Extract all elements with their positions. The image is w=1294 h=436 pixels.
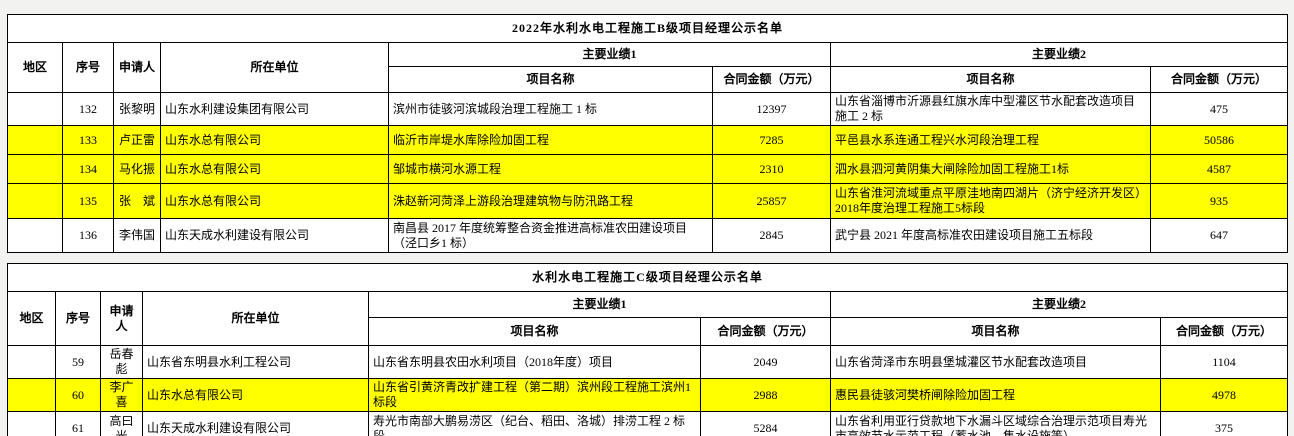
cell-project1: 临沂市岸堤水库除险加固工程 [388, 125, 713, 155]
cell-unit: 山东天成水利建设有限公司 [142, 411, 369, 436]
col-header-project1: 项目名称 [368, 317, 701, 346]
table-b-level: 2022年水利水电工程施工B级项目经理公示名单 地区 序号 申请人 所在单位 主… [7, 14, 1288, 253]
col-header-unit: 所在单位 [142, 291, 369, 346]
cell-amount2: 1104 [1160, 345, 1288, 379]
cell-no: 135 [62, 183, 114, 219]
cell-project1: 邹城市横河水源工程 [388, 154, 713, 184]
cell-project1: 滨州市徒骇河滨城段治理工程施工 1 标 [388, 92, 713, 126]
cell-project2: 山东省利用亚行贷款地下水漏斗区域综合治理示范项目寿光市高效节水示范工程（蓄水池、… [830, 411, 1161, 436]
cell-project2: 平邑县水系连通工程兴水河段治理工程 [830, 125, 1151, 155]
cell-no: 134 [62, 154, 114, 184]
cell-no: 136 [62, 218, 114, 253]
cell-unit: 山东水利建设集团有限公司 [160, 92, 389, 126]
cell-project2: 山东省淄博市沂源县红旗水库中型灌区节水配套改造项目施工 2 标 [830, 92, 1151, 126]
cell-unit: 山东省东明县水利工程公司 [142, 345, 369, 379]
table-row: 132 张黎明 山东水利建设集团有限公司 滨州市徒骇河滨城段治理工程施工 1 标… [7, 92, 1288, 126]
cell-amount2: 475 [1150, 92, 1288, 126]
col-header-achievement1: 主要业绩1 [388, 42, 831, 67]
cell-amount1: 2310 [712, 154, 831, 184]
col-header-no: 序号 [62, 42, 114, 93]
cell-no: 61 [55, 411, 101, 436]
table-row: 134 马化振 山东水总有限公司 邹城市横河水源工程 2310 泗水县泗河黄阴集… [7, 154, 1288, 184]
cell-applicant: 高曰光 [100, 411, 143, 436]
cell-applicant: 岳春彪 [100, 345, 143, 379]
col-header-applicant: 申请人 [100, 291, 143, 346]
col-header-achievement2: 主要业绩2 [830, 42, 1288, 67]
col-header-amount2: 合同金额（万元） [1160, 317, 1288, 346]
cell-amount1: 2988 [700, 378, 831, 412]
table-c-title: 水利水电工程施工C级项目经理公示名单 [7, 263, 1288, 292]
cell-applicant: 李广喜 [100, 378, 143, 412]
cell-project2: 山东省菏泽市东明县堡城灌区节水配套改造项目 [830, 345, 1161, 379]
cell-applicant: 张 斌 [113, 183, 161, 219]
cell-amount1: 12397 [712, 92, 831, 126]
cell-unit: 山东水总有限公司 [160, 154, 389, 184]
col-header-unit: 所在单位 [160, 42, 389, 93]
col-header-amount2: 合同金额（万元） [1150, 66, 1288, 93]
cell-unit: 山东天成水利建设有限公司 [160, 218, 389, 253]
cell-amount1: 25857 [712, 183, 831, 219]
cell-region [7, 92, 63, 126]
cell-amount2: 375 [1160, 411, 1288, 436]
cell-amount1: 2845 [712, 218, 831, 253]
col-header-achievement1: 主要业绩1 [368, 291, 831, 318]
table-row: 133 卢正雷 山东水总有限公司 临沂市岸堤水库除险加固工程 7285 平邑县水… [7, 125, 1288, 155]
table-c-level: 水利水电工程施工C级项目经理公示名单 地区 序号 申请人 所在单位 主要业绩1 … [7, 263, 1288, 436]
cell-amount2: 647 [1150, 218, 1288, 253]
cell-no: 133 [62, 125, 114, 155]
cell-region [7, 378, 56, 412]
table-row: 60 李广喜 山东水总有限公司 山东省引黄济青改扩建工程（第二期）滨州段工程施工… [7, 378, 1288, 412]
col-header-project2: 项目名称 [830, 66, 1151, 93]
col-header-project1: 项目名称 [388, 66, 713, 93]
table-row: 61 高曰光 山东天成水利建设有限公司 寿光市南部大鹏易涝区（纪台、稻田、洛城）… [7, 411, 1288, 436]
cell-project2: 武宁县 2021 年度高标准农田建设项目施工五标段 [830, 218, 1151, 253]
col-header-achievement2: 主要业绩2 [830, 291, 1288, 318]
col-header-applicant: 申请人 [113, 42, 161, 93]
table-b-title: 2022年水利水电工程施工B级项目经理公示名单 [7, 14, 1288, 43]
col-header-region: 地区 [7, 42, 63, 93]
cell-applicant: 张黎明 [113, 92, 161, 126]
cell-region [7, 154, 63, 184]
cell-unit: 山东水总有限公司 [160, 125, 389, 155]
cell-applicant: 李伟国 [113, 218, 161, 253]
table-row: 135 张 斌 山东水总有限公司 洙赵新河菏泽上游段治理建筑物与防汛路工程 25… [7, 183, 1288, 219]
cell-amount1: 2049 [700, 345, 831, 379]
cell-no: 59 [55, 345, 101, 379]
table-row: 136 李伟国 山东天成水利建设有限公司 南昌县 2017 年度统筹整合资金推进… [7, 218, 1288, 253]
cell-unit: 山东水总有限公司 [142, 378, 369, 412]
cell-project2: 泗水县泗河黄阴集大闸除险加固工程施工1标 [830, 154, 1151, 184]
cell-region [7, 218, 63, 253]
cell-region [7, 411, 56, 436]
cell-applicant: 马化振 [113, 154, 161, 184]
cell-project1: 山东省引黄济青改扩建工程（第二期）滨州段工程施工滨州1标段 [368, 378, 701, 412]
col-header-project2: 项目名称 [830, 317, 1161, 346]
cell-amount1: 7285 [712, 125, 831, 155]
cell-region [7, 125, 63, 155]
cell-project1: 山东省东明县农田水利项目（2018年度）项目 [368, 345, 701, 379]
cell-project2: 山东省淮河流域重点平原洼地南四湖片（济宁经济开发区）2018年度治理工程施工5标… [830, 183, 1151, 219]
cell-amount2: 4978 [1160, 378, 1288, 412]
cell-project1: 洙赵新河菏泽上游段治理建筑物与防汛路工程 [388, 183, 713, 219]
cell-amount1: 5284 [700, 411, 831, 436]
col-header-region: 地区 [7, 291, 56, 346]
cell-amount2: 50586 [1150, 125, 1288, 155]
cell-amount2: 4587 [1150, 154, 1288, 184]
col-header-amount1: 合同金额（万元） [712, 66, 831, 93]
cell-amount2: 935 [1150, 183, 1288, 219]
cell-unit: 山东水总有限公司 [160, 183, 389, 219]
cell-region [7, 345, 56, 379]
cell-no: 132 [62, 92, 114, 126]
cell-project2: 惠民县徒骇河樊桥闸除险加固工程 [830, 378, 1161, 412]
table-row: 59 岳春彪 山东省东明县水利工程公司 山东省东明县农田水利项目（2018年度）… [7, 345, 1288, 379]
cell-no: 60 [55, 378, 101, 412]
cell-project1: 南昌县 2017 年度统筹整合资金推进高标准农田建设项目（泾口乡1 标） [388, 218, 713, 253]
col-header-no: 序号 [55, 291, 101, 346]
cell-region [7, 183, 63, 219]
cell-applicant: 卢正雷 [113, 125, 161, 155]
col-header-amount1: 合同金额（万元） [700, 317, 831, 346]
cell-project1: 寿光市南部大鹏易涝区（纪台、稻田、洛城）排涝工程 2 标段 [368, 411, 701, 436]
